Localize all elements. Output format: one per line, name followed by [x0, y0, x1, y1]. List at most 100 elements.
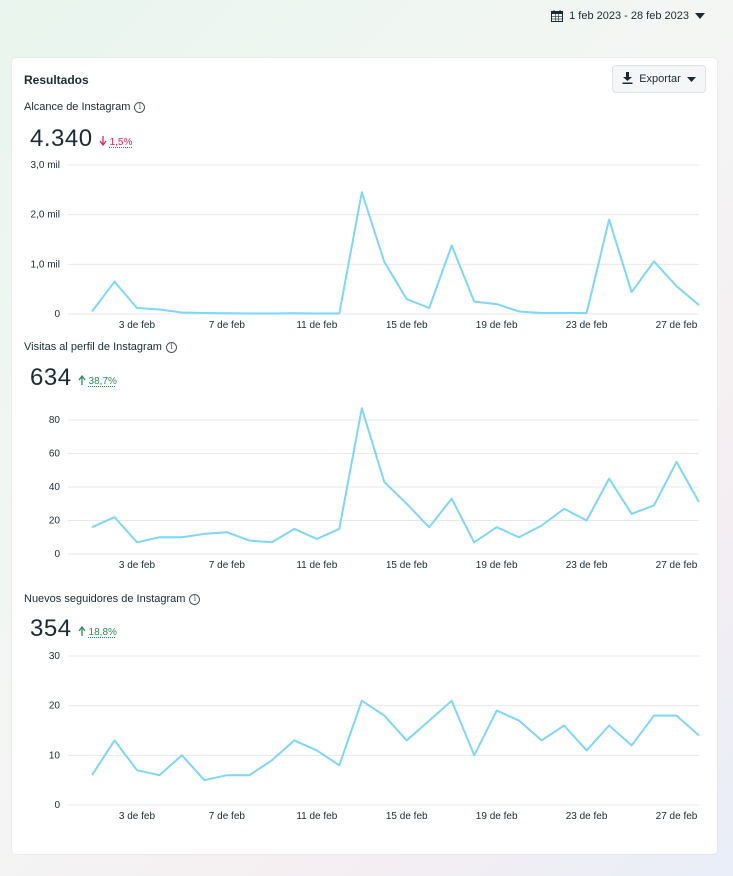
- data-point[interactable]: [558, 503, 570, 515]
- data-point[interactable]: [198, 528, 210, 540]
- x-tick-label: 23 de feb: [566, 320, 608, 331]
- data-point[interactable]: [356, 186, 368, 198]
- info-icon[interactable]: i: [189, 593, 201, 605]
- data-point[interactable]: [558, 720, 570, 732]
- data-point[interactable]: [221, 307, 233, 319]
- data-point[interactable]: [581, 744, 593, 756]
- data-point[interactable]: [491, 521, 503, 533]
- data-point[interactable]: [176, 749, 188, 761]
- data-point[interactable]: [221, 769, 233, 781]
- data-point[interactable]: [311, 308, 323, 320]
- data-point[interactable]: [423, 521, 435, 533]
- data-point[interactable]: [468, 536, 480, 548]
- data-point[interactable]: [536, 734, 548, 746]
- data-point[interactable]: [648, 710, 660, 722]
- data-point[interactable]: [378, 710, 390, 722]
- date-range-picker[interactable]: 1 feb 2023 - 28 feb 2023: [547, 8, 709, 24]
- data-point[interactable]: [536, 307, 548, 319]
- data-point[interactable]: [603, 214, 615, 226]
- data-point[interactable]: [311, 533, 323, 545]
- data-point[interactable]: [581, 307, 593, 319]
- change-badge: 38,7%: [78, 374, 117, 388]
- data-point[interactable]: [693, 299, 705, 311]
- data-point[interactable]: [401, 498, 413, 510]
- data-point[interactable]: [153, 531, 165, 543]
- x-tick-label: 23 de feb: [566, 560, 608, 571]
- data-point[interactable]: [446, 493, 458, 505]
- calendar-icon: [551, 10, 564, 22]
- data-point[interactable]: [626, 508, 638, 520]
- data-point[interactable]: [671, 710, 683, 722]
- data-point[interactable]: [266, 754, 278, 766]
- export-button[interactable]: Exportar: [612, 65, 706, 93]
- data-point[interactable]: [468, 296, 480, 308]
- data-point[interactable]: [288, 307, 300, 319]
- data-point[interactable]: [581, 515, 593, 527]
- data-point[interactable]: [423, 302, 435, 314]
- data-point[interactable]: [333, 523, 345, 535]
- data-point[interactable]: [558, 307, 570, 319]
- data-point[interactable]: [603, 720, 615, 732]
- metric-value: 634 38,7%: [30, 364, 117, 392]
- data-point[interactable]: [513, 715, 525, 727]
- data-point[interactable]: [648, 255, 660, 267]
- data-point[interactable]: [671, 280, 683, 292]
- data-point[interactable]: [153, 304, 165, 316]
- data-point[interactable]: [333, 759, 345, 771]
- data-point[interactable]: [356, 695, 368, 707]
- data-point[interactable]: [333, 308, 345, 320]
- info-icon[interactable]: i: [134, 101, 146, 113]
- data-point[interactable]: [378, 256, 390, 268]
- data-point[interactable]: [491, 298, 503, 310]
- data-point[interactable]: [153, 769, 165, 781]
- data-point[interactable]: [603, 473, 615, 485]
- data-point[interactable]: [86, 769, 98, 781]
- data-point[interactable]: [626, 286, 638, 298]
- series-line: [91, 407, 700, 544]
- data-point[interactable]: [468, 749, 480, 761]
- data-point[interactable]: [491, 705, 503, 717]
- data-point[interactable]: [536, 520, 548, 532]
- data-point[interactable]: [198, 307, 210, 319]
- data-point[interactable]: [446, 695, 458, 707]
- chevron-down-icon: [695, 13, 705, 19]
- data-point[interactable]: [693, 496, 705, 508]
- data-point[interactable]: [131, 302, 143, 314]
- data-point[interactable]: [131, 764, 143, 776]
- x-tick-label: 15 de feb: [386, 320, 428, 331]
- data-point[interactable]: [513, 531, 525, 543]
- data-point[interactable]: [243, 769, 255, 781]
- data-point[interactable]: [513, 306, 525, 318]
- data-point[interactable]: [626, 739, 638, 751]
- x-tick-label: 15 de feb: [386, 560, 428, 571]
- data-point[interactable]: [266, 308, 278, 320]
- data-point[interactable]: [401, 293, 413, 305]
- data-point[interactable]: [198, 774, 210, 786]
- data-point[interactable]: [108, 734, 120, 746]
- data-point[interactable]: [86, 521, 98, 533]
- data-point[interactable]: [176, 307, 188, 319]
- data-point[interactable]: [221, 526, 233, 538]
- data-point[interactable]: [288, 734, 300, 746]
- data-point[interactable]: [131, 536, 143, 548]
- data-point[interactable]: [86, 306, 98, 318]
- data-point[interactable]: [176, 531, 188, 543]
- data-point[interactable]: [288, 523, 300, 535]
- data-point[interactable]: [243, 308, 255, 320]
- metric-number: 354: [30, 615, 72, 642]
- data-point[interactable]: [266, 536, 278, 548]
- change-percent: 1,5%: [109, 137, 133, 148]
- data-point[interactable]: [648, 499, 660, 511]
- info-icon[interactable]: i: [165, 341, 177, 353]
- data-point[interactable]: [243, 535, 255, 547]
- data-point[interactable]: [693, 729, 705, 741]
- data-point[interactable]: [671, 456, 683, 468]
- data-point[interactable]: [378, 476, 390, 488]
- data-point[interactable]: [108, 276, 120, 288]
- data-point[interactable]: [311, 744, 323, 756]
- data-point[interactable]: [356, 402, 368, 414]
- data-point[interactable]: [401, 734, 413, 746]
- data-point[interactable]: [108, 511, 120, 523]
- data-point[interactable]: [446, 239, 458, 251]
- data-point[interactable]: [423, 715, 435, 727]
